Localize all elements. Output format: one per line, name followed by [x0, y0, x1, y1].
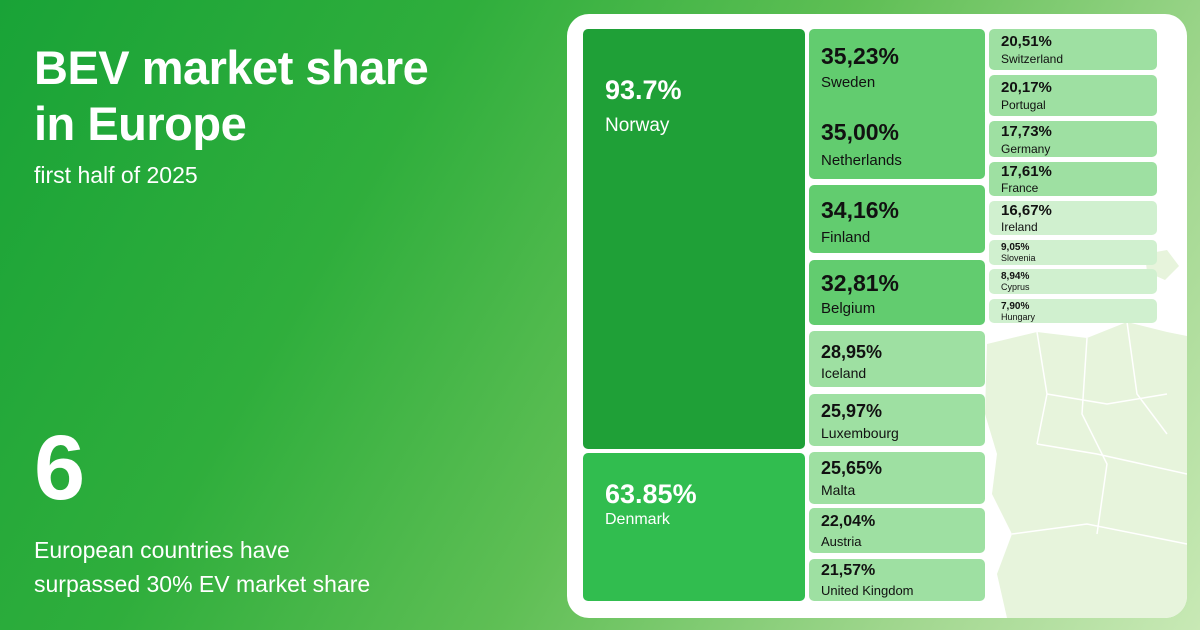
tile-label: Slovenia: [1001, 253, 1036, 263]
tile-denmark: 63.85% Denmark: [583, 453, 805, 601]
stat-caption-line-1: European countries have: [34, 537, 290, 563]
page-subtitle: first half of 2025: [34, 162, 198, 188]
tile-label: Austria: [821, 534, 862, 549]
title-line-2: in Europe: [34, 97, 247, 150]
tile-finland: 34,16% Finland: [809, 185, 985, 253]
tile-label: Denmark: [605, 511, 670, 528]
tile-ireland: 16,67% Ireland: [989, 201, 1157, 235]
tile-label: Belgium: [821, 300, 876, 317]
tile-value: 17,61%: [1001, 163, 1052, 180]
stat-number: 6: [34, 417, 86, 519]
tile-label: Germany: [1001, 142, 1051, 156]
tile-austria: 22,04% Austria: [809, 508, 985, 553]
tile-label: Switzerland: [1001, 52, 1064, 66]
map-landmass: [985, 322, 1187, 618]
tile-value: 35,00%: [821, 119, 900, 145]
stat-caption: European countries have surpassed 30% EV…: [34, 533, 454, 601]
tile-label: Finland: [821, 229, 871, 246]
tile-value: 8,94%: [1001, 271, 1030, 282]
title-line-1: BEV market share: [34, 41, 429, 94]
tile-value: 20,17%: [1001, 79, 1052, 96]
tile-label: Sweden: [821, 74, 876, 91]
tile-belgium: 32,81% Belgium: [809, 260, 985, 325]
tile-label: Cyprus: [1001, 282, 1030, 292]
tile-label: Malta: [821, 482, 856, 498]
tile-portugal: 20,17% Portugal: [989, 75, 1157, 116]
tile-value: 16,67%: [1001, 202, 1052, 219]
tile-germany: 17,73% Germany: [989, 121, 1157, 157]
tile-label: United Kingdom: [821, 583, 914, 598]
tile-value: 20,51%: [1001, 33, 1052, 50]
tile-cyprus: 8,94% Cyprus: [989, 269, 1157, 294]
tile-value: 35,23%: [821, 43, 900, 69]
tile-value: 63.85%: [605, 479, 697, 509]
map-borders: [1011, 321, 1187, 545]
page-title: BEV market share in Europe: [34, 40, 429, 152]
tile-netherlands: 35,00% Netherlands: [809, 107, 985, 179]
tile-united-kingdom: 21,57% United Kingdom: [809, 559, 985, 601]
tile-label: Luxembourg: [821, 425, 899, 441]
tile-value: 34,16%: [821, 197, 900, 223]
tile-malta: 25,65% Malta: [809, 452, 985, 504]
tile-value: 25,65%: [821, 458, 883, 478]
tile-value: 93.7%: [605, 75, 682, 105]
tile-france: 17,61% France: [989, 162, 1157, 196]
stat-caption-line-2: surpassed 30% EV market share: [34, 571, 371, 597]
tile-value: 22,04%: [821, 513, 876, 530]
tile-label: France: [1001, 181, 1039, 195]
tile-value: 9,05%: [1001, 242, 1030, 253]
tile-slovenia: 9,05% Slovenia: [989, 240, 1157, 265]
tile-label: Netherlands: [821, 152, 902, 169]
tile-value: 25,97%: [821, 401, 883, 421]
treemap-panel: 93.7% Norway 63.85% Denmark 35,23% Sweden 35,0…: [567, 14, 1187, 618]
tile-iceland: 28,95% Iceland: [809, 331, 985, 387]
tile-sweden: 35,23% Sweden: [809, 29, 985, 115]
tile-label: Portugal: [1001, 98, 1046, 112]
tile-value: 7,90%: [1001, 301, 1030, 312]
tile-switzerland: 20,51% Switzerland: [989, 29, 1157, 70]
tile-label: Iceland: [821, 365, 867, 381]
tile-luxembourg: 25,97% Luxembourg: [809, 394, 985, 446]
tile-value: 21,57%: [821, 562, 876, 579]
tile-value: 32,81%: [821, 270, 900, 296]
tile-value: 17,73%: [1001, 123, 1052, 140]
tile-value: 28,95%: [821, 342, 883, 362]
tile-label: Hungary: [1001, 312, 1036, 322]
tile-hungary: 7,90% Hungary: [989, 299, 1157, 323]
tile-norway: 93.7% Norway: [583, 29, 805, 449]
tile-label: Ireland: [1001, 220, 1038, 234]
tile-label: Norway: [605, 115, 670, 136]
